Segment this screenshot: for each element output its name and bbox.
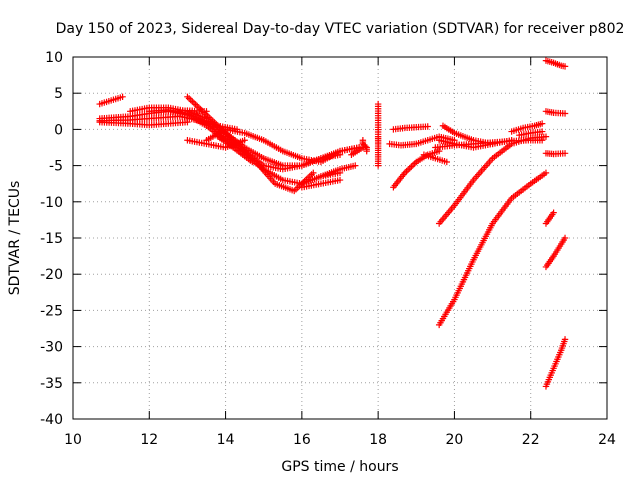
data-point: [374, 162, 382, 169]
y-tick-label: -30: [40, 340, 63, 356]
series-track-i: [203, 126, 363, 166]
x-tick-label: 10: [64, 432, 82, 448]
data-point: [561, 63, 569, 70]
series-track-af: [542, 234, 569, 271]
x-tick-label: 22: [522, 432, 540, 448]
y-axis-label: SDTVAR / TECUs: [7, 181, 23, 296]
y-tick-label: -15: [40, 231, 63, 247]
data-point: [310, 169, 317, 177]
data-point: [249, 158, 256, 166]
data-point: [561, 234, 569, 242]
y-tick-label: -20: [40, 267, 63, 283]
series-track-ab: [542, 57, 569, 70]
series-track-z: [435, 133, 550, 227]
data-point: [443, 158, 450, 166]
series-track-n: [348, 144, 367, 158]
y-tick-label: -5: [49, 159, 63, 175]
data-point: [184, 118, 191, 126]
series-track-p: [374, 100, 382, 169]
data-point: [424, 123, 431, 130]
x-tick-label: 24: [598, 432, 616, 448]
series-track-x: [508, 120, 546, 135]
data-point: [561, 110, 569, 117]
x-tick-label: 12: [140, 432, 158, 448]
data-point: [336, 176, 344, 184]
y-tick-label: 0: [54, 122, 63, 138]
data-point: [538, 120, 546, 127]
data-point: [241, 137, 248, 144]
series-track-aa: [435, 169, 550, 329]
data-point: [119, 93, 126, 101]
data-points: [96, 57, 569, 390]
series-track-j: [184, 137, 248, 151]
series-track-d: [96, 118, 191, 129]
series-track-m: [317, 162, 359, 180]
data-point: [352, 162, 359, 169]
series-track-ac: [542, 108, 569, 117]
x-tick-label: 20: [446, 432, 464, 448]
series-track-k: [214, 133, 256, 166]
series-track-ae: [542, 209, 557, 227]
series-track-q: [390, 123, 431, 133]
series-track-l: [298, 176, 344, 191]
chart-title: Day 150 of 2023, Sidereal Day-to-day VTE…: [56, 21, 625, 37]
series-track-ad: [542, 150, 569, 158]
x-axis-label: GPS time / hours: [281, 459, 398, 475]
x-tick-label: 16: [293, 432, 311, 448]
x-tick-label: 18: [369, 432, 387, 448]
data-point: [561, 336, 569, 343]
data-point: [363, 147, 370, 155]
data-point: [538, 128, 546, 135]
y-tick-label: 5: [54, 86, 63, 102]
data-point: [542, 133, 550, 140]
data-point: [550, 209, 557, 216]
series-track-t: [420, 151, 450, 166]
y-tick-label: -35: [40, 376, 63, 392]
x-tick-labels: 10 12 14 16 18 20 22 24: [64, 432, 616, 448]
y-tick-label: 10: [45, 50, 63, 66]
x-tick-label: 14: [217, 432, 235, 448]
data-point: [561, 150, 569, 157]
data-point: [542, 169, 550, 177]
series-track-a: [96, 93, 126, 108]
y-tick-labels: 10 5 0 -5 -10 -15 -20 -25 -30 -35 -40: [40, 50, 63, 428]
series-track-o: [359, 137, 370, 155]
y-tick-label: -40: [40, 412, 63, 428]
data-point: [362, 143, 369, 150]
y-tick-label: -10: [40, 195, 63, 211]
series-track-ag: [542, 336, 569, 390]
data-point: [435, 147, 443, 155]
axis-ticks: [72, 56, 608, 420]
y-tick-label: -25: [40, 303, 63, 319]
